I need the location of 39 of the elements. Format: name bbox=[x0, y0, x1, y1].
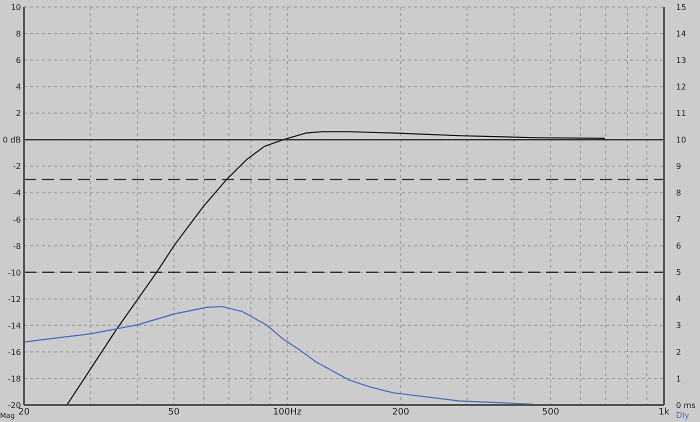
y-tick-label: 6 bbox=[16, 56, 21, 66]
y-tick-label: 0 dB bbox=[2, 136, 21, 145]
y2-tick-label: 6 bbox=[676, 242, 682, 251]
y2-tick-label: 2 bbox=[676, 348, 682, 357]
y2-tick-label: 13 bbox=[676, 56, 686, 65]
x-tick-label: 1k bbox=[658, 407, 670, 418]
x-tick-label: 500 bbox=[542, 407, 560, 418]
y2-tick-label: 8 bbox=[676, 188, 682, 198]
y-tick-label: 8 bbox=[16, 30, 21, 39]
y-tick-label: -18 bbox=[8, 374, 21, 384]
y2-tick-label: 10 bbox=[676, 136, 686, 145]
y2-tick-label: 5 bbox=[676, 268, 682, 278]
y-tick-label: 4 bbox=[16, 82, 21, 92]
y2-tick-label: 4 bbox=[676, 294, 682, 304]
x-tick-label: 200 bbox=[392, 407, 410, 418]
y-tick-label: -14 bbox=[8, 321, 21, 330]
y2-axis-title: Dly bbox=[676, 411, 690, 420]
y2-tick-label: 0 ms bbox=[676, 400, 696, 410]
y2-tick-label: 7 bbox=[676, 215, 682, 224]
y2-tick-label: 11 bbox=[676, 108, 686, 118]
x-tick-label: 100Hz bbox=[272, 407, 302, 418]
y2-tick-label: 3 bbox=[676, 321, 682, 330]
y-tick-label: -2 bbox=[13, 162, 21, 172]
y-tick-label: 2 bbox=[16, 109, 21, 118]
y-tick-label: 10 bbox=[10, 3, 21, 12]
y-tick-label: -4 bbox=[13, 188, 21, 198]
y2-tick-label: 14 bbox=[676, 29, 686, 38]
x-tick-label: 50 bbox=[168, 407, 180, 418]
x-tick-label: 20 bbox=[18, 407, 30, 418]
y2-tick-label: 1 bbox=[676, 374, 682, 384]
y-tick-label: -16 bbox=[8, 348, 21, 357]
y-tick-label: -12 bbox=[8, 294, 21, 304]
y2-tick-label: 15 bbox=[676, 2, 686, 12]
y2-tick-label: 12 bbox=[676, 82, 686, 92]
y-tick-label: -6 bbox=[13, 215, 21, 224]
y-tick-label: -10 bbox=[8, 268, 21, 278]
y-tick-label: -20 bbox=[8, 401, 21, 410]
y-tick-label: -8 bbox=[13, 242, 21, 251]
y2-tick-label: 9 bbox=[676, 162, 682, 172]
